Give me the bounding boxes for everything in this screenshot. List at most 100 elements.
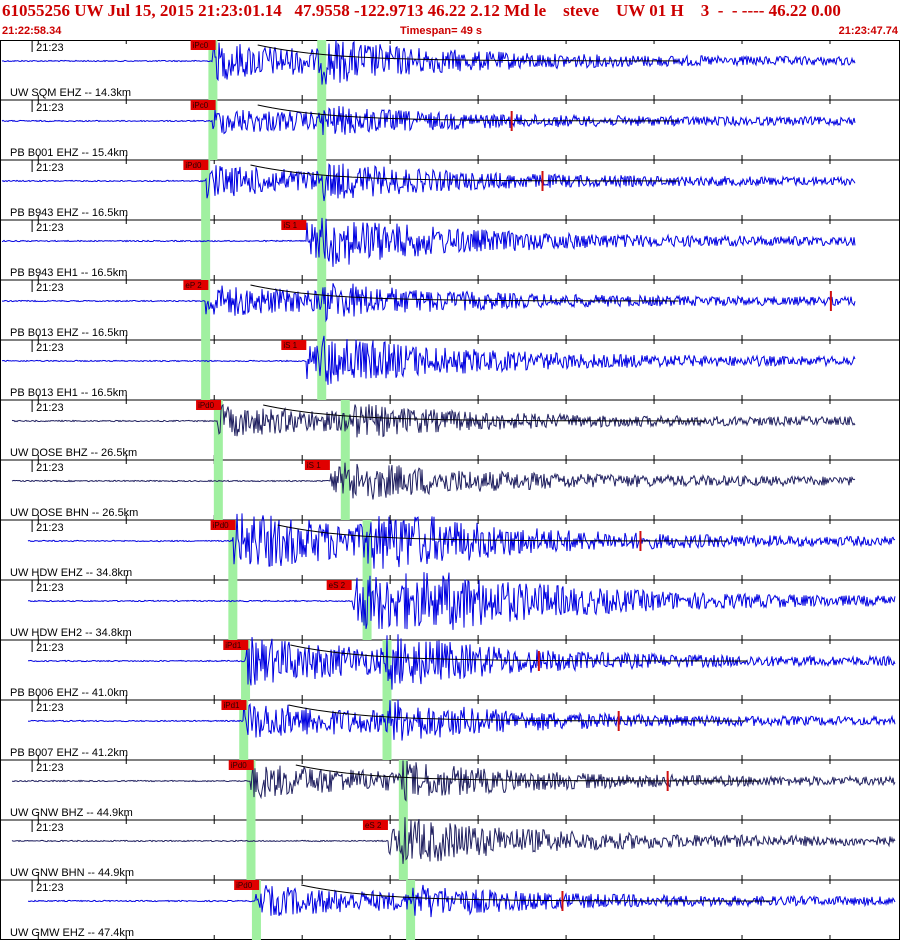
event-title: 61055256 UW Jul 15, 2015 21:23:01.14 47.… bbox=[2, 1, 841, 20]
pick-label: iS 1 bbox=[307, 461, 321, 470]
channel-label: PB B943 EHZ -- 16.5km bbox=[10, 207, 128, 219]
channel-label: UW SQM EHZ -- 14.3km bbox=[10, 87, 131, 99]
minute-label: 21:23 bbox=[36, 642, 64, 654]
minute-label: 21:23 bbox=[36, 822, 64, 834]
minute-label: 21:23 bbox=[36, 222, 64, 234]
pick-label: iPd1 bbox=[225, 641, 242, 650]
pick-box bbox=[281, 220, 307, 230]
pick-box bbox=[210, 520, 236, 530]
p-pick-band bbox=[208, 100, 218, 160]
pick-box bbox=[183, 160, 209, 170]
channel-label: UW DOSE BHN -- 26.5km bbox=[10, 507, 138, 519]
minute-label: 21:23 bbox=[36, 582, 64, 594]
channel-label: PB B006 EHZ -- 41.0km bbox=[10, 687, 128, 699]
pick-box bbox=[196, 400, 222, 410]
minute-label: 21:23 bbox=[36, 522, 64, 534]
minute-label: 21:23 bbox=[36, 882, 64, 894]
waveform-trace bbox=[1, 105, 856, 136]
waveform-trace bbox=[27, 572, 896, 630]
pick-label: iS 1 bbox=[283, 221, 297, 230]
pick-label: iPc0 bbox=[193, 101, 209, 110]
pick-box bbox=[190, 100, 216, 110]
record-header: 61055256 UW Jul 15, 2015 21:23:01.14 47.… bbox=[0, 0, 900, 37]
channel-label: UW GMW EHZ -- 47.4km bbox=[10, 927, 134, 939]
minute-label: 21:23 bbox=[36, 282, 64, 294]
p-pick-band bbox=[251, 880, 261, 940]
pick-label: iS 1 bbox=[283, 341, 297, 350]
minute-label: 21:23 bbox=[36, 162, 64, 174]
minute-label: 21:23 bbox=[36, 402, 64, 414]
waveform-trace bbox=[27, 513, 896, 569]
pick-box bbox=[362, 820, 388, 830]
pick-label: iPc0 bbox=[193, 41, 209, 50]
waveform-trace bbox=[11, 403, 856, 438]
seismogram-plot: 21:23 iPc0 UW SQM EHZ -- 14.3km 21:23 iPc0 PB… bbox=[0, 40, 900, 940]
minute-label: 21:23 bbox=[36, 762, 64, 774]
coda-curve bbox=[250, 284, 679, 302]
minute-label: 21:23 bbox=[36, 42, 64, 54]
p-pick-band bbox=[213, 460, 223, 520]
coda-curve bbox=[257, 104, 679, 122]
channel-label: UW GNW BHZ -- 44.9km bbox=[10, 807, 133, 819]
channel-label: UW GNW BHN -- 44.9km bbox=[10, 867, 134, 879]
waveform-trace bbox=[1, 163, 856, 202]
coda-curve bbox=[277, 524, 728, 542]
channel-label: UW DOSE BHZ -- 26.5km bbox=[10, 447, 137, 459]
p-pick-band bbox=[228, 520, 238, 580]
waveform-trace bbox=[11, 817, 896, 864]
pick-label: eS 2 bbox=[329, 581, 346, 590]
pick-box bbox=[281, 340, 307, 350]
coda-curve bbox=[263, 404, 706, 422]
pick-label: iPd0 bbox=[213, 521, 230, 530]
pick-box bbox=[183, 280, 209, 290]
s-pick-band bbox=[406, 880, 416, 940]
pick-box bbox=[234, 880, 260, 890]
coda-curve bbox=[290, 644, 748, 662]
waveform-trace bbox=[27, 884, 896, 918]
waveform-trace bbox=[2, 283, 856, 323]
pick-label: iPd1 bbox=[223, 701, 240, 710]
pick-box bbox=[221, 700, 247, 710]
coda-curve bbox=[257, 44, 679, 62]
channel-label: PB B013 EH1 -- 16.5km bbox=[10, 387, 127, 399]
p-pick-band bbox=[201, 220, 211, 280]
s-pick-band bbox=[317, 160, 327, 220]
pick-label: iPd0 bbox=[198, 401, 215, 410]
coda-curve bbox=[295, 764, 761, 782]
coda-curve bbox=[250, 164, 679, 182]
pick-box bbox=[304, 460, 330, 470]
waveform-trace bbox=[27, 634, 896, 690]
channel-label: PB B001 EHZ -- 15.4km bbox=[10, 147, 128, 159]
p-pick-band bbox=[246, 760, 256, 820]
s-pick-band bbox=[317, 340, 327, 400]
end-time-label: 21:23:47.74 bbox=[838, 25, 898, 37]
coda-curve bbox=[301, 884, 773, 902]
pick-label: iPd0 bbox=[236, 881, 253, 890]
p-pick-band bbox=[201, 160, 211, 220]
channel-label: PB B943 EH1 -- 16.5km bbox=[10, 267, 127, 279]
channel-label: UW HDW EHZ -- 34.8km bbox=[10, 567, 132, 579]
s-pick-band bbox=[317, 220, 327, 280]
pick-box bbox=[326, 580, 352, 590]
pick-label: iPd0 bbox=[185, 161, 202, 170]
minute-label: 21:23 bbox=[36, 342, 64, 354]
s-pick-band bbox=[317, 100, 327, 160]
p-pick-band bbox=[246, 820, 256, 880]
pick-label: eS 2 bbox=[365, 821, 382, 830]
timespan-label: Timespan= 49 s bbox=[400, 25, 483, 37]
pick-label: iPd0 bbox=[231, 761, 248, 770]
waveform-trace bbox=[11, 462, 856, 500]
p-pick-band bbox=[241, 640, 251, 700]
pick-label: eP 2 bbox=[185, 281, 202, 290]
waveform-trace bbox=[1, 217, 856, 267]
pick-box bbox=[228, 760, 254, 770]
waveform-trace bbox=[1, 40, 856, 85]
minute-label: 21:23 bbox=[36, 102, 64, 114]
start-time-label: 21:22:58.34 bbox=[2, 25, 62, 37]
channel-label: PB B007 EHZ -- 41.2km bbox=[10, 747, 128, 759]
p-pick-band bbox=[201, 340, 211, 400]
p-pick-band bbox=[208, 40, 218, 100]
minute-label: 21:23 bbox=[36, 462, 64, 474]
minute-label: 21:23 bbox=[36, 702, 64, 714]
s-pick-band bbox=[398, 820, 408, 880]
